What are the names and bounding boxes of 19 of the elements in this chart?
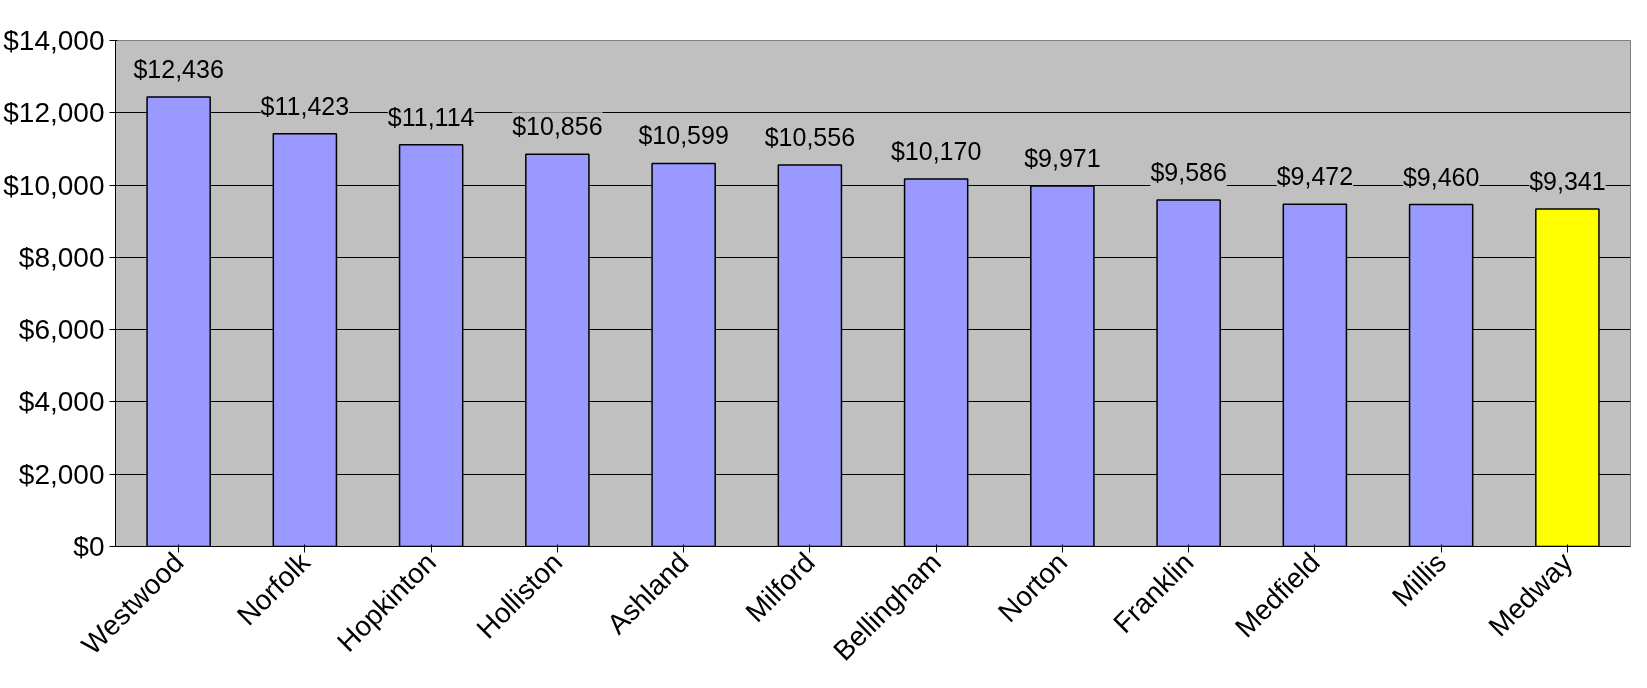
data-label: $11,423 bbox=[260, 91, 350, 120]
data-label: $10,856 bbox=[512, 112, 603, 141]
y-tick-label: $10,000 bbox=[3, 169, 105, 201]
data-label: $10,599 bbox=[638, 121, 729, 150]
y-tick-label: $12,000 bbox=[3, 97, 105, 129]
data-label: $11,114 bbox=[387, 102, 475, 131]
data-label: $12,436 bbox=[133, 55, 224, 84]
y-tick-label: $4,000 bbox=[18, 386, 105, 418]
data-label: $9,971 bbox=[1024, 144, 1101, 173]
y-tick-label: $6,000 bbox=[18, 314, 105, 346]
data-label: $10,170 bbox=[890, 136, 982, 165]
data-label: $9,586 bbox=[1150, 158, 1227, 187]
data-label: $9,472 bbox=[1276, 162, 1354, 191]
data-label: $10,556 bbox=[764, 122, 856, 151]
y-tick-label: $8,000 bbox=[18, 241, 105, 273]
data-label: $9,460 bbox=[1402, 162, 1480, 191]
y-tick-label: $14,000 bbox=[3, 25, 105, 56]
data-label: $9,341 bbox=[1529, 166, 1606, 195]
y-tick-label: $2,000 bbox=[18, 458, 105, 490]
